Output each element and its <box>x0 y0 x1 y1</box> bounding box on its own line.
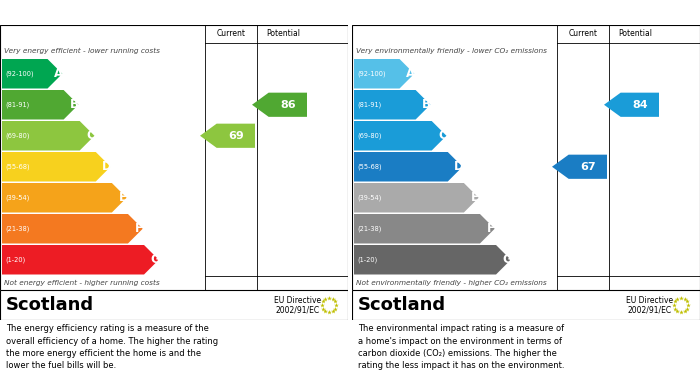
Text: F: F <box>487 222 495 235</box>
Text: A: A <box>54 67 63 80</box>
Text: Not environmentally friendly - higher CO₂ emissions: Not environmentally friendly - higher CO… <box>356 280 547 286</box>
Text: G: G <box>502 253 512 266</box>
Polygon shape <box>354 245 511 274</box>
Text: G: G <box>150 253 160 266</box>
Polygon shape <box>2 183 127 212</box>
Text: The energy efficiency rating is a measure of the
overall efficiency of a home. T: The energy efficiency rating is a measur… <box>6 324 218 371</box>
Text: 69: 69 <box>228 131 244 141</box>
Polygon shape <box>2 245 159 274</box>
Text: 67: 67 <box>580 162 596 172</box>
Text: 84: 84 <box>632 100 648 110</box>
Text: D: D <box>102 160 112 173</box>
Text: (55-68): (55-68) <box>5 163 29 170</box>
Text: Potential: Potential <box>266 29 300 38</box>
Text: (39-54): (39-54) <box>5 194 29 201</box>
Polygon shape <box>2 59 62 88</box>
Text: Very energy efficient - lower running costs: Very energy efficient - lower running co… <box>4 48 160 54</box>
Polygon shape <box>354 121 447 151</box>
Text: A: A <box>406 67 415 80</box>
Text: (69-80): (69-80) <box>357 133 382 139</box>
Polygon shape <box>354 152 463 181</box>
Polygon shape <box>2 121 94 151</box>
Polygon shape <box>354 59 414 88</box>
Polygon shape <box>2 214 143 244</box>
Text: (92-100): (92-100) <box>357 70 386 77</box>
Text: EU Directive: EU Directive <box>274 296 321 305</box>
Polygon shape <box>552 155 607 179</box>
Text: C: C <box>438 129 447 142</box>
Text: EU Directive: EU Directive <box>626 296 673 305</box>
Text: (21-38): (21-38) <box>5 226 29 232</box>
Text: Not energy efficient - higher running costs: Not energy efficient - higher running co… <box>4 280 160 286</box>
Text: B: B <box>70 98 79 111</box>
Text: 2002/91/EC: 2002/91/EC <box>628 306 672 315</box>
Polygon shape <box>2 90 78 120</box>
Polygon shape <box>604 93 659 117</box>
Text: Current: Current <box>216 29 246 38</box>
Polygon shape <box>252 93 307 117</box>
Polygon shape <box>354 214 495 244</box>
Text: F: F <box>135 222 143 235</box>
Text: Scotland: Scotland <box>358 296 446 314</box>
Text: (92-100): (92-100) <box>5 70 34 77</box>
Text: Environmental Impact (CO₂) Rating: Environmental Impact (CO₂) Rating <box>358 6 620 19</box>
Polygon shape <box>354 90 430 120</box>
Text: Current: Current <box>568 29 598 38</box>
Text: D: D <box>454 160 463 173</box>
Polygon shape <box>200 124 255 148</box>
Text: E: E <box>471 191 479 204</box>
Text: (55-68): (55-68) <box>357 163 382 170</box>
Text: Energy Efficiency Rating: Energy Efficiency Rating <box>6 6 190 19</box>
Text: C: C <box>86 129 95 142</box>
Text: The environmental impact rating is a measure of
a home's impact on the environme: The environmental impact rating is a mea… <box>358 324 564 371</box>
Polygon shape <box>2 152 111 181</box>
Text: (39-54): (39-54) <box>357 194 382 201</box>
Text: (21-38): (21-38) <box>357 226 382 232</box>
Text: Scotland: Scotland <box>6 296 94 314</box>
Polygon shape <box>354 183 479 212</box>
Text: Potential: Potential <box>618 29 652 38</box>
Text: Very environmentally friendly - lower CO₂ emissions: Very environmentally friendly - lower CO… <box>356 48 547 54</box>
Text: (1-20): (1-20) <box>5 256 25 263</box>
Text: (1-20): (1-20) <box>357 256 377 263</box>
Text: E: E <box>119 191 127 204</box>
Text: (69-80): (69-80) <box>5 133 29 139</box>
Text: 2002/91/EC: 2002/91/EC <box>276 306 320 315</box>
Text: (81-91): (81-91) <box>357 102 382 108</box>
Text: B: B <box>422 98 431 111</box>
Text: 86: 86 <box>280 100 295 110</box>
Text: (81-91): (81-91) <box>5 102 29 108</box>
